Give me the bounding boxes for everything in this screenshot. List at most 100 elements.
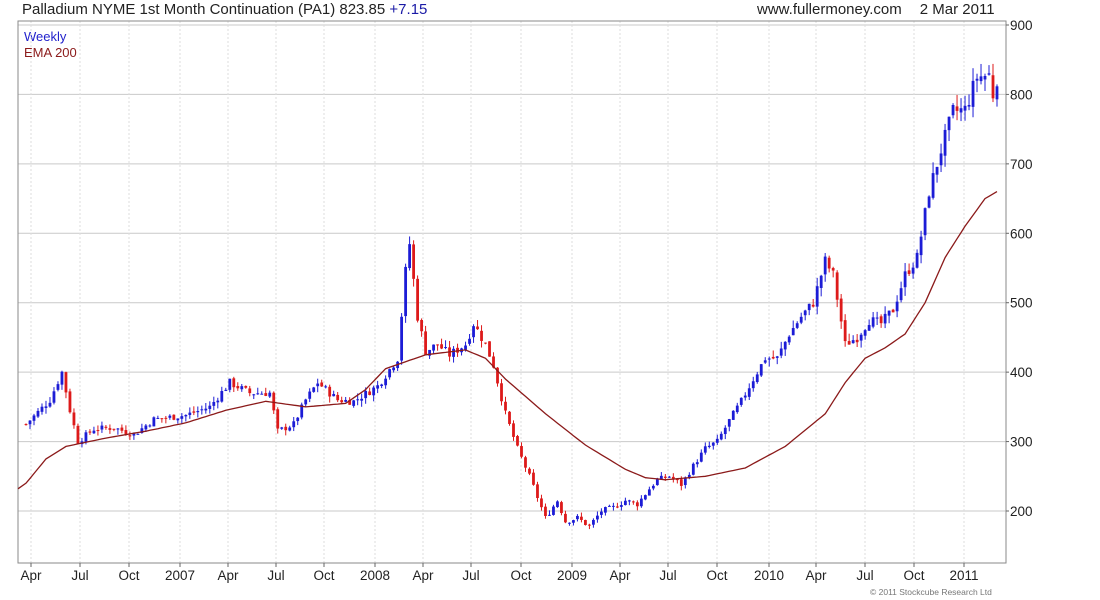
candle-body: [508, 411, 511, 424]
candle-body: [627, 500, 631, 502]
candle-body: [951, 105, 955, 116]
candle-body: [915, 252, 919, 268]
x-tick-label: Jul: [267, 568, 284, 583]
candle-body: [711, 442, 715, 446]
candle-body: [835, 272, 839, 300]
candle-body: [827, 257, 831, 269]
candle-body: [991, 75, 995, 99]
candle-body: [452, 348, 455, 357]
candle-body: [895, 301, 899, 312]
candle-body: [767, 358, 771, 360]
candle-body: [943, 129, 947, 156]
candle-body: [24, 424, 28, 426]
candle-body: [164, 417, 168, 419]
candle-body: [871, 317, 875, 327]
candle-body: [492, 356, 495, 368]
candle-body: [68, 391, 72, 413]
ema200-line: [17, 191, 998, 490]
candle-body: [592, 519, 595, 525]
candle-body: [623, 500, 627, 506]
candle-body: [851, 340, 855, 344]
candle-body: [392, 367, 396, 371]
candle-body: [979, 76, 983, 82]
candle-body: [40, 406, 44, 412]
candle-body: [536, 484, 539, 499]
legend-ema: EMA 200: [24, 45, 77, 60]
x-tick-label: Jul: [856, 568, 873, 583]
candle-body: [584, 519, 587, 525]
candle-body: [540, 498, 543, 508]
candle-body: [683, 477, 687, 486]
candle-body: [144, 425, 148, 430]
candle-body: [580, 516, 583, 520]
candle-body: [272, 392, 276, 411]
candle-body: [60, 371, 64, 385]
candle-body: [799, 316, 803, 323]
plot-frame: [17, 20, 1007, 564]
candle-body: [611, 505, 615, 507]
candle-body: [659, 475, 663, 480]
candle-body: [695, 462, 699, 465]
candle-body: [959, 108, 963, 113]
candle-body: [464, 345, 467, 350]
candle-body: [412, 244, 416, 279]
candle-body: [148, 425, 152, 427]
candle-body: [212, 401, 216, 406]
y-tick-label: 300: [1010, 435, 1033, 450]
candle-body: [675, 478, 679, 481]
candle-body: [891, 309, 895, 313]
candle-body: [564, 513, 567, 523]
candle-body: [292, 421, 296, 428]
candle-body: [276, 409, 280, 429]
candle-body: [839, 298, 843, 322]
candle-body: [516, 436, 519, 446]
candle-body: [364, 390, 368, 399]
candle-body: [172, 414, 176, 420]
candle-body: [180, 416, 184, 419]
candle-body: [723, 427, 727, 435]
x-tick-label: 2008: [360, 568, 390, 583]
y-tick-label: 600: [1010, 226, 1033, 241]
candle-body: [236, 386, 240, 389]
candle-body: [651, 485, 655, 489]
candle-body: [320, 382, 324, 387]
candle-body: [572, 520, 575, 523]
y-tick-label: 800: [1010, 87, 1033, 102]
site-link[interactable]: www.fullermoney.com: [757, 1, 902, 18]
candle-body: [132, 433, 136, 436]
candle-body: [372, 387, 376, 396]
candle-body: [112, 428, 116, 430]
candle-body: [248, 388, 252, 394]
candle-body: [887, 310, 891, 316]
candle-body: [671, 476, 675, 480]
candle-body: [48, 402, 52, 407]
legend-weekly: Weekly: [24, 29, 67, 44]
candle-body: [935, 166, 939, 175]
candle-body: [639, 498, 643, 507]
candle-body: [312, 387, 316, 392]
candle-body: [488, 341, 491, 357]
x-tick-label: Oct: [118, 568, 139, 583]
candle-body: [476, 326, 479, 330]
candle-body: [72, 412, 76, 426]
candle-body: [224, 389, 228, 391]
x-tick-label: Apr: [412, 568, 434, 583]
candle-body: [440, 344, 443, 349]
candle-body: [791, 328, 795, 336]
candle-body: [631, 501, 635, 503]
y-tick-label: 700: [1010, 157, 1033, 172]
candle-body: [927, 196, 931, 208]
candle-body: [803, 310, 807, 316]
candle-body: [775, 356, 779, 358]
candle-body: [472, 326, 475, 338]
candle-body: [304, 399, 308, 405]
candle-body: [759, 364, 763, 376]
candle-body: [324, 386, 328, 388]
candle-body: [420, 319, 423, 332]
x-tick-label: Apr: [217, 568, 239, 583]
candle-body: [136, 433, 140, 435]
candle-body: [64, 372, 68, 393]
candle-body: [244, 385, 248, 388]
candle-body: [643, 495, 647, 500]
candle-body: [280, 427, 284, 429]
